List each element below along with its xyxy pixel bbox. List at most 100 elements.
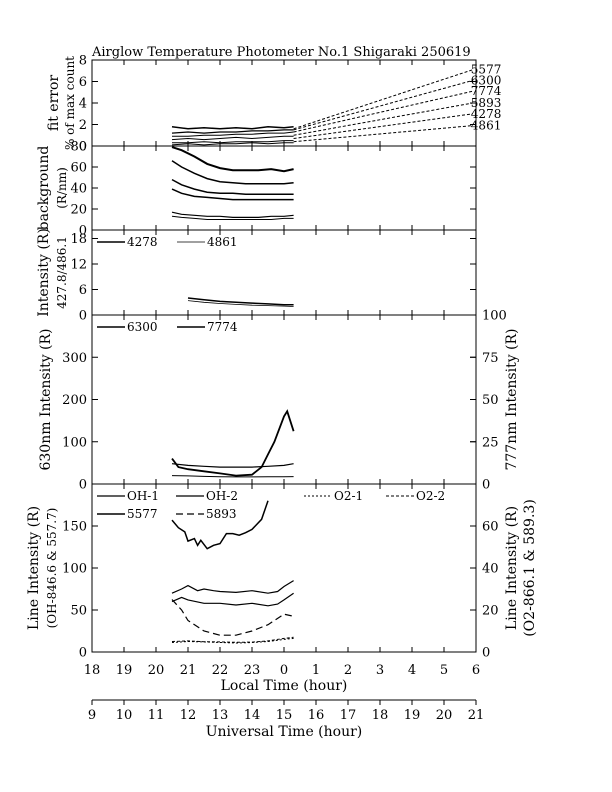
series-line-trace-0 [171,146,294,173]
extension-label-6300: 6300 [471,73,502,87]
y-right-tick-label: 60 [482,520,499,535]
universal-time-tick-label: 12 [180,708,197,723]
y-tick-label: 0 [79,224,87,239]
legend-label-7774: 7774 [207,320,238,334]
universal-time-axis-label: Universal Time (hour) [206,724,363,740]
fit-error-panel: 0 2 4 6 8 fit error% of max count 557763007774… [46,54,502,155]
series-line-7774 [171,463,294,468]
y-tick-label: 4 [79,97,87,112]
y-tick-label: 300 [62,351,87,366]
y-tick-label: 0 [79,478,87,493]
extension-line-7774 [293,90,473,133]
universal-time-tick-label: 10 [116,708,133,723]
extension-line-5577 [293,69,473,130]
y-tick-label: 12 [70,258,87,273]
y-tick-label: 100 [62,435,87,450]
y-axis-label: 427.8/486.1 [55,236,69,309]
legend-label-6300: 6300 [127,320,158,334]
series-line-trace-4 [171,211,294,218]
series-line-5577 [171,125,294,130]
extension-label-5893: 5893 [471,96,502,110]
series-line-4861 [171,142,294,146]
y-tick-label: 6 [79,75,87,90]
extension-line-6300 [293,79,473,131]
y-right-tick-label: 0 [482,646,490,661]
legend-label-o2-2: O2-2 [416,489,445,503]
series-line-trace-2 [171,475,294,478]
series-line-4861 [187,300,294,307]
series-line-5577 [171,500,269,550]
y-tick-label: 150 [62,520,87,535]
y-tick-label: 0 [79,646,87,661]
universal-time-tick-label: 20 [436,708,453,723]
local-time-tick-label: 6 [472,663,480,678]
local-time-tick-label: 22 [212,663,229,678]
y-tick-label: 50 [70,604,87,619]
series-line-trace-2 [171,178,294,196]
background-panel: 0 20 40 60 80 background (R/nm) [36,140,477,239]
universal-time-tick-label: 11 [148,708,165,723]
legend-label-4861: 4861 [207,235,238,249]
y-axis-label: (R/nm) [55,167,69,209]
series-line-o2-2 [171,636,294,643]
universal-time-tick-label: 13 [212,708,229,723]
y-right-tick-label: 75 [482,351,499,366]
local-time-tick-label: 18 [84,663,101,678]
extension-label-5577: 5577 [471,63,502,77]
local-time-tick-label: 23 [244,663,261,678]
y-tick-label: 8 [79,54,87,69]
y-tick-label: 2 [79,118,87,133]
y-axis-label: Line Intensity (R) [26,506,42,630]
y-tick-label: 60 [70,161,87,176]
panel-frame [91,145,477,231]
series-line-6300 [171,409,295,477]
local-time-tick-label: 3 [376,663,384,678]
universal-time-tick-label: 18 [372,708,389,723]
legend-label-5893: 5893 [206,507,237,521]
y-axis-label: 630nm Intensity (R) [38,328,54,470]
series-line-5893 [171,599,294,636]
y-tick-label: 100 [62,562,87,577]
legend-label-oh-2: OH-2 [206,489,238,503]
universal-time-tick-label: 21 [468,708,485,723]
series-line-trace-5 [171,215,294,220]
y-right-tick-label: 25 [482,435,499,450]
y-right-tick-label: 50 [482,393,499,408]
y-right-tick-label: 40 [482,562,499,577]
extension-label-4278: 4278 [471,107,502,121]
series-line-7774 [172,131,294,137]
universal-time-tick-label: 15 [276,708,293,723]
local-time-tick-label: 19 [116,663,133,678]
series-line-4278 [172,140,294,144]
local-time-tick-label: 20 [148,663,165,678]
series-line-oh-2 [171,592,294,607]
universal-time-tick-label: 14 [244,708,261,723]
extension-label-4861: 4861 [471,119,502,133]
y-right-tick-label: 20 [482,604,499,619]
y-axis-label: background [36,146,52,231]
local-time-tick-label: 2 [344,663,352,678]
y-right-axis-label: Line Intensity (R) [504,506,520,630]
y-tick-label: 40 [70,182,87,197]
y-tick-label: 0 [79,309,87,324]
y-tick-label: 80 [70,140,87,155]
y-axis-label: (OH-846.6 & 557.7) [45,508,59,629]
intensity-427-486-panel: 0 6 12 18 Intensity (R) 427.8/486.1 4278 4861 [36,228,477,324]
local-time-tick-label: 1 [312,663,320,678]
series-line-oh-1 [171,580,294,594]
universal-time-tick-label: 16 [308,708,325,723]
y-axis-label: % of max count [63,56,77,150]
y-right-tick-label: 100 [482,309,507,324]
local-time-tick-label: 4 [408,663,416,678]
universal-time-tick-label: 9 [88,708,96,723]
legend-label-oh-1: OH-1 [127,489,159,503]
legend-label-4278: 4278 [127,235,158,249]
extension-line-4861 [293,125,473,143]
extension-line-5893 [293,102,473,136]
universal-time-tick-label: 17 [340,708,357,723]
local-time-axis-label: Local Time (hour) [221,678,348,694]
legend-label-o2-1: O2-1 [334,489,363,503]
